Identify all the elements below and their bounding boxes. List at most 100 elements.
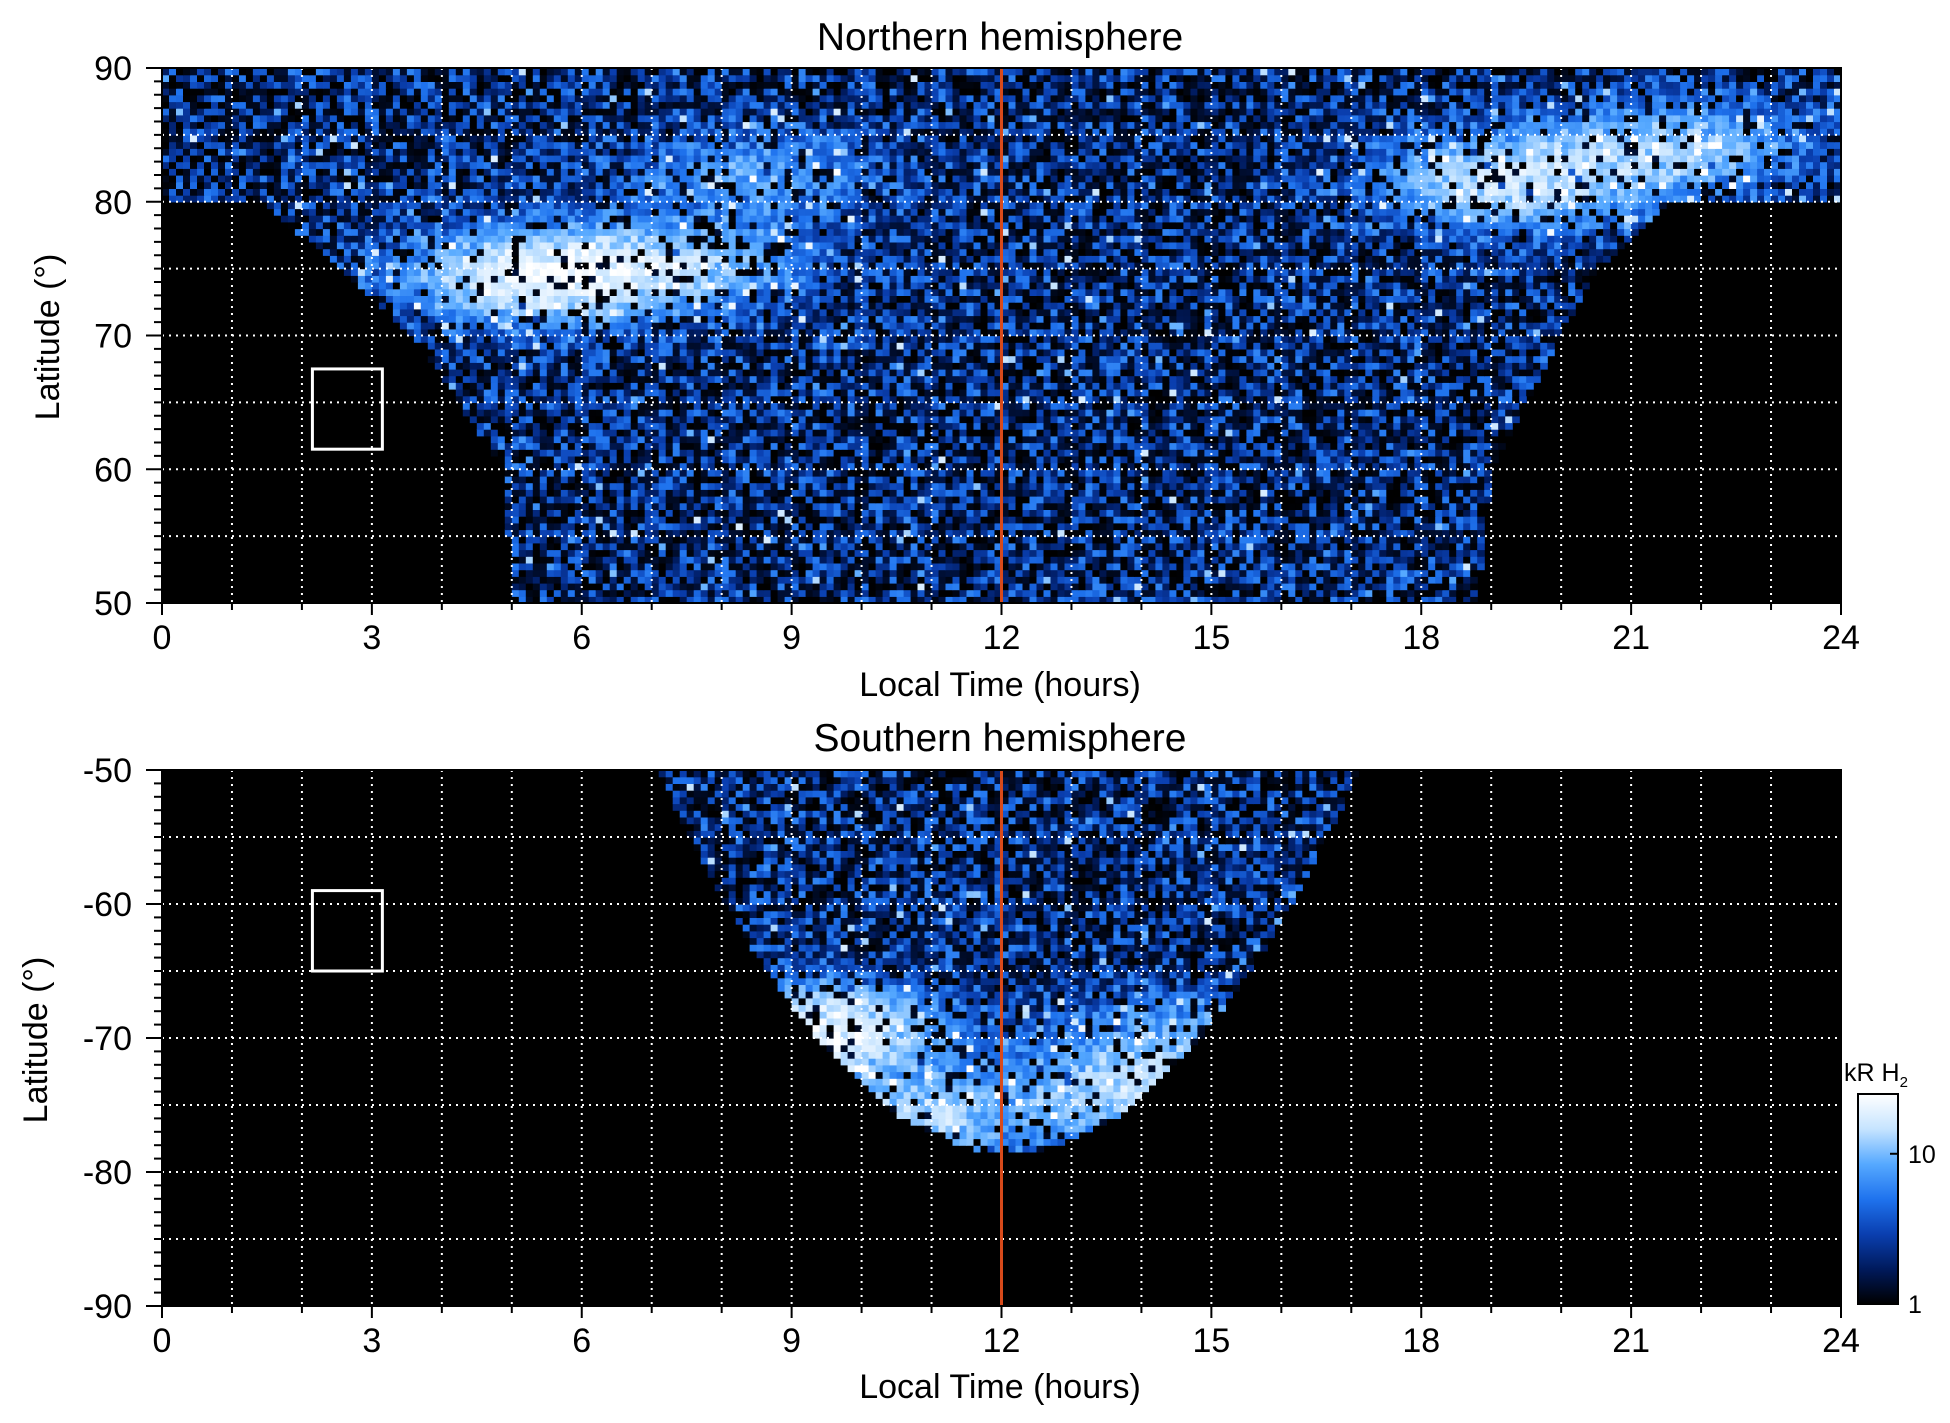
emission-cell <box>693 556 702 564</box>
emission-cell <box>1253 562 1261 571</box>
emission-cell <box>875 475 884 484</box>
emission-cell <box>1022 449 1031 457</box>
emission-cell <box>1323 455 1331 464</box>
emission-cell <box>679 496 688 504</box>
emission-cell <box>616 482 625 490</box>
emission-cell <box>1127 402 1135 410</box>
emission-cell <box>1008 516 1017 524</box>
emission-cell <box>1057 529 1066 537</box>
emission-cell <box>1057 562 1066 571</box>
emission-cell <box>1428 556 1436 564</box>
emission-cell <box>1337 469 1345 477</box>
emission-cell <box>511 455 520 464</box>
emission-cell <box>861 582 870 591</box>
emission-cell <box>756 489 765 497</box>
emission-cell <box>1183 562 1191 571</box>
emission-cell <box>798 496 807 504</box>
emission-cell <box>847 375 856 383</box>
emission-cell <box>574 482 583 490</box>
emission-cell <box>518 429 527 437</box>
emission-cell <box>882 529 891 537</box>
emission-cell <box>1477 409 1485 417</box>
emission-cell <box>1022 582 1031 591</box>
emission-cell <box>1379 562 1387 571</box>
emission-cell <box>679 462 688 470</box>
emission-cell <box>882 455 891 464</box>
emission-cell <box>791 395 800 403</box>
emission-cell <box>994 509 1003 517</box>
emission-cell <box>1169 475 1177 484</box>
emission-cell <box>560 536 569 544</box>
emission-cell <box>770 556 779 564</box>
emission-cell <box>448 375 457 383</box>
emission-cell <box>1281 422 1289 430</box>
emission-cell <box>1470 562 1478 571</box>
emission-cell <box>630 576 639 584</box>
emission-cell <box>483 422 492 430</box>
emission-cell <box>1407 402 1415 410</box>
emission-cell <box>518 569 527 577</box>
emission-cell <box>1141 389 1149 397</box>
emission-cell <box>658 562 667 571</box>
emission-cell <box>602 576 611 584</box>
emission-cell <box>1435 382 1443 390</box>
emission-cell <box>756 522 765 531</box>
emission-cell <box>1120 489 1128 497</box>
emission-cell <box>588 576 597 584</box>
emission-cell <box>728 522 737 531</box>
emission-cell <box>1260 442 1268 450</box>
emission-cell <box>1281 496 1289 504</box>
emission-cell <box>588 589 597 597</box>
emission-cell <box>1351 542 1359 551</box>
emission-cell <box>889 522 898 531</box>
emission-cell <box>812 562 821 571</box>
emission-cell <box>567 395 576 403</box>
emission-cell <box>791 442 800 450</box>
emission-cell <box>1092 449 1100 457</box>
emission-cell <box>735 395 744 403</box>
emission-cell <box>924 509 933 517</box>
emission-cell <box>784 536 793 544</box>
emission-cell <box>1281 382 1289 390</box>
emission-cell <box>616 435 625 444</box>
emission-cell <box>770 482 779 490</box>
emission-cell <box>896 422 905 430</box>
emission-cell <box>1267 469 1275 477</box>
emission-cell <box>539 442 548 450</box>
emission-cell <box>1239 422 1247 430</box>
emission-cell <box>1197 489 1205 497</box>
emission-cell <box>994 462 1003 470</box>
emission-cell <box>700 589 709 597</box>
emission-cell <box>1351 562 1359 571</box>
emission-cell <box>1260 529 1268 537</box>
emission-cell <box>1148 569 1156 577</box>
emission-cell <box>1477 402 1485 410</box>
emission-cell <box>1155 409 1163 417</box>
emission-cell <box>539 402 548 410</box>
emission-cell <box>1092 536 1100 544</box>
emission-cell <box>581 382 590 390</box>
emission-cell <box>868 415 877 424</box>
emission-cell <box>1400 409 1408 417</box>
emission-cell <box>1134 516 1142 524</box>
emission-cell <box>1141 422 1149 430</box>
emission-cell <box>917 569 926 577</box>
emission-cell <box>819 455 828 464</box>
emission-cell <box>1435 395 1443 403</box>
emission-cell <box>1442 482 1450 490</box>
emission-cell <box>889 509 898 517</box>
emission-cell <box>1204 382 1212 390</box>
emission-cell <box>1274 549 1282 557</box>
emission-cell <box>938 556 947 564</box>
emission-cell <box>1176 462 1184 470</box>
emission-cell <box>1141 442 1149 450</box>
emission-cell <box>1043 569 1052 577</box>
emission-cell <box>595 556 604 564</box>
emission-cell <box>980 562 989 571</box>
emission-cell <box>833 449 842 457</box>
emission-cell <box>903 409 912 417</box>
emission-cell <box>1386 442 1394 450</box>
emission-cell <box>1190 576 1198 584</box>
emission-cell <box>1323 549 1331 557</box>
emission-cell <box>644 469 653 477</box>
